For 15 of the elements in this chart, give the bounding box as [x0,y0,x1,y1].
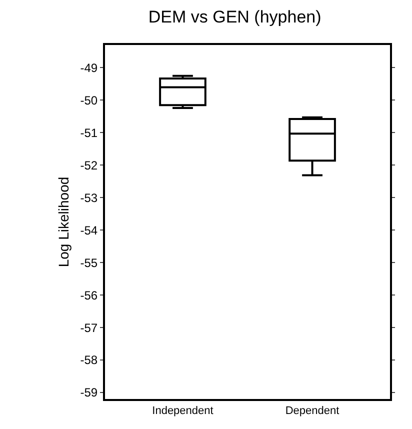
y-tick-label: -50 [80,93,98,108]
y-tick-label: -57 [80,320,98,335]
y-tick-label: -59 [80,386,98,400]
y-axis-title: Log Likelihood [55,176,72,268]
y-tick-label: -56 [80,288,98,302]
y-tick-label: -54 [80,223,98,238]
y-tick-label: -58 [80,353,98,368]
y-tick-label: -55 [80,256,98,270]
x-tick-label: Independent [152,405,214,418]
x-tick-label: Dependent [285,405,340,418]
y-tick-label: -52 [80,158,98,172]
y-tick-label: -51 [80,126,98,140]
y-tick-label: -53 [80,190,98,205]
chart-title: DEM vs GEN (hyphen) [148,8,322,27]
y-tick-label: -49 [80,60,98,75]
